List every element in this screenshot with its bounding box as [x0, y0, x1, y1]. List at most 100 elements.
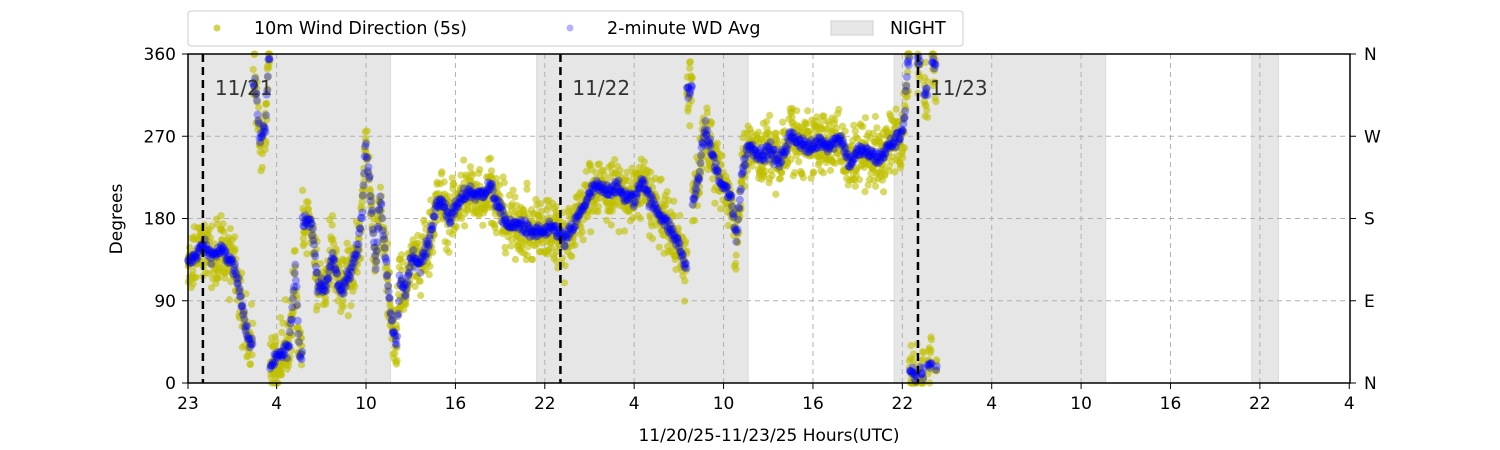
- wd-5s-point: [278, 328, 286, 336]
- wd-5s-point: [861, 114, 870, 122]
- wd-5s-point: [328, 221, 336, 229]
- wd-avg-point: [378, 214, 387, 223]
- wd-5s-point: [299, 234, 307, 242]
- wd-5s-point: [291, 263, 299, 271]
- wind-direction-5s-series: [184, 50, 941, 387]
- x-tick-label: 10: [1070, 394, 1092, 414]
- wd-5s-point: [616, 166, 624, 174]
- wd-5s-point: [923, 113, 932, 121]
- wd-5s-point: [776, 174, 785, 183]
- wd-5s-point: [717, 161, 725, 169]
- wd-5s-point: [688, 74, 696, 82]
- wd-5s-point: [466, 163, 474, 171]
- wd-5s-point: [897, 161, 905, 169]
- wd-5s-point: [871, 112, 880, 121]
- wd-avg-point: [692, 186, 701, 195]
- x-tick-label: 10: [355, 394, 377, 414]
- wd-avg-point: [248, 339, 257, 348]
- wd-avg-point: [385, 294, 394, 303]
- wd-5s-point: [444, 239, 452, 247]
- wd-5s-point: [486, 154, 495, 162]
- wd-avg-point: [234, 273, 243, 282]
- wd-5s-point: [571, 241, 579, 249]
- wd-5s-point: [430, 231, 438, 239]
- wd-5s-point: [371, 267, 379, 276]
- wd-avg-point: [736, 185, 745, 194]
- wd-avg-point: [297, 355, 306, 364]
- wd-5s-point: [261, 145, 269, 154]
- wd-5s-point: [501, 243, 509, 252]
- wd-5s-point: [779, 118, 787, 126]
- wd-5s-point: [552, 202, 560, 211]
- wd-avg-point: [905, 54, 914, 63]
- wd-avg-point: [703, 126, 712, 135]
- wd-5s-point: [706, 135, 715, 143]
- wd-5s-point: [735, 228, 743, 236]
- wd-5s-point: [507, 242, 515, 250]
- wd-5s-point: [192, 273, 200, 281]
- wd-5s-point: [426, 262, 434, 270]
- wd-5s-point: [579, 236, 587, 244]
- x-tick-label: 16: [1160, 394, 1182, 414]
- wd-5s-point: [610, 202, 618, 210]
- wd-5s-point: [460, 156, 468, 164]
- wd-5s-point: [363, 127, 371, 135]
- wd-avg-point: [409, 246, 418, 255]
- wd-5s-point: [264, 85, 272, 93]
- wd-avg-point: [697, 151, 706, 160]
- wd-avg-point: [333, 269, 342, 278]
- wd-5s-point: [861, 187, 869, 196]
- wd-5s-point: [360, 164, 368, 172]
- wd-5s-point: [291, 270, 299, 278]
- wd-5s-point: [809, 168, 818, 176]
- wd-5s-point: [859, 123, 867, 131]
- y-tick-label: 270: [144, 127, 176, 147]
- compass-tick-label: E: [1364, 292, 1375, 312]
- wd-avg-point: [734, 215, 743, 224]
- wd-5s-point: [384, 276, 392, 284]
- wd-5s-point: [832, 124, 840, 133]
- wd-5s-point: [385, 268, 394, 277]
- wd-avg-point: [429, 221, 438, 230]
- wd-5s-point: [351, 283, 359, 291]
- wd-5s-point: [445, 248, 453, 256]
- wd-5s-point: [339, 297, 347, 305]
- wd-avg-point: [330, 256, 339, 265]
- wd-5s-point: [309, 222, 317, 230]
- compass-tick-label: W: [1364, 127, 1381, 147]
- wd-5s-point: [242, 290, 250, 298]
- wd-5s-point: [681, 257, 689, 265]
- wd-avg-point: [239, 307, 248, 316]
- wd-5s-point: [340, 289, 349, 297]
- wd-avg-point: [393, 332, 402, 341]
- wd-5s-point: [241, 310, 249, 318]
- wd-avg-point: [392, 340, 401, 349]
- wd-5s-point: [772, 130, 780, 138]
- wd-avg-point: [766, 138, 775, 147]
- wd-5s-point: [734, 239, 742, 247]
- wd-5s-point: [655, 243, 663, 251]
- wd-5s-point: [787, 155, 795, 164]
- wd-5s-point: [219, 244, 227, 252]
- wd-5s-point: [206, 234, 214, 242]
- wd-5s-point: [298, 349, 306, 357]
- wd-5s-point: [693, 202, 702, 210]
- wd-5s-point: [684, 82, 692, 91]
- wd-avg-point: [356, 224, 365, 233]
- wd-5s-point: [253, 90, 261, 98]
- wd-5s-point: [594, 203, 602, 211]
- wd-avg-point: [560, 242, 569, 251]
- wd-5s-point: [584, 213, 592, 221]
- wd-5s-point: [255, 103, 263, 112]
- wd-avg-point: [372, 257, 381, 266]
- wd-5s-point: [698, 163, 706, 172]
- wd-5s-point: [603, 216, 611, 224]
- wd-5s-point: [360, 183, 368, 191]
- legend-marker-night: [830, 20, 874, 36]
- wd-5s-point: [249, 337, 257, 345]
- wd-5s-point: [238, 269, 246, 277]
- wd-avg-point: [235, 284, 244, 293]
- wd-5s-point: [791, 168, 799, 177]
- wd-5s-point: [217, 212, 225, 220]
